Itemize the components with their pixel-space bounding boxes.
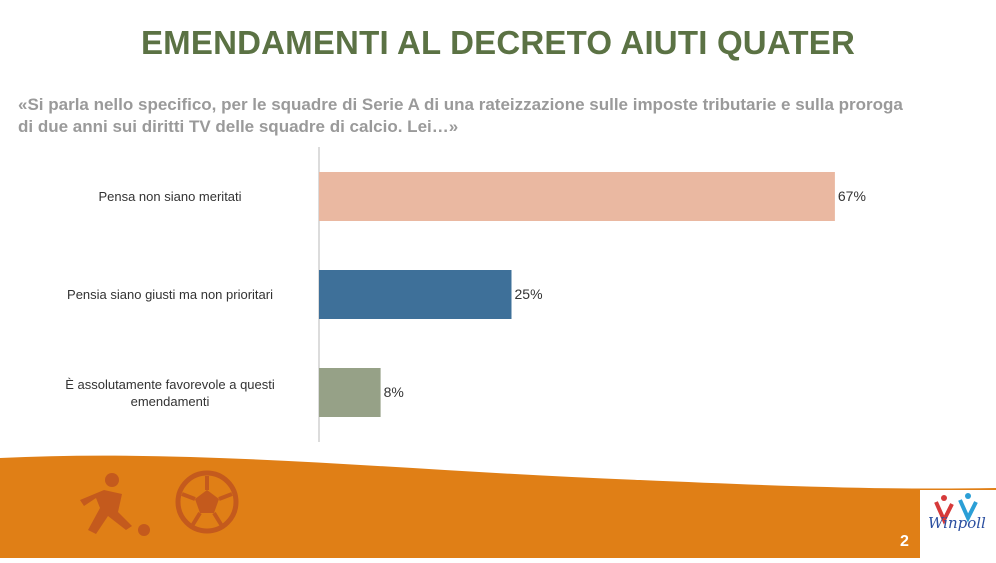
soccer-ball-icon — [175, 470, 239, 534]
page-title: EMENDAMENTI AL DECRETO AIUTI QUATER — [140, 24, 856, 61]
logo-area — [920, 490, 996, 558]
bar-1 — [319, 172, 835, 221]
logo-icon — [934, 493, 978, 525]
bar-chart — [318, 147, 835, 442]
footer-wave — [0, 455, 996, 558]
bar-2 — [319, 270, 512, 319]
category-label-1: Pensa non siano meritati — [98, 189, 242, 204]
logo-text: Winpoll — [928, 514, 986, 532]
value-label-1: 67% — [837, 187, 866, 204]
category-label-2: Pensia siano giusti ma non prioritari — [67, 287, 273, 302]
category-label-3: È assolutamente favorevole a questi emen… — [65, 376, 275, 409]
survey-question: «Si parla nello specifico, per le squadr… — [18, 95, 903, 136]
bar-3 — [319, 368, 381, 417]
soccer-player-icon — [80, 473, 150, 536]
page-number: 2 — [900, 533, 909, 550]
value-label-2: 25% — [514, 285, 543, 302]
value-label-3: 8% — [383, 383, 404, 400]
